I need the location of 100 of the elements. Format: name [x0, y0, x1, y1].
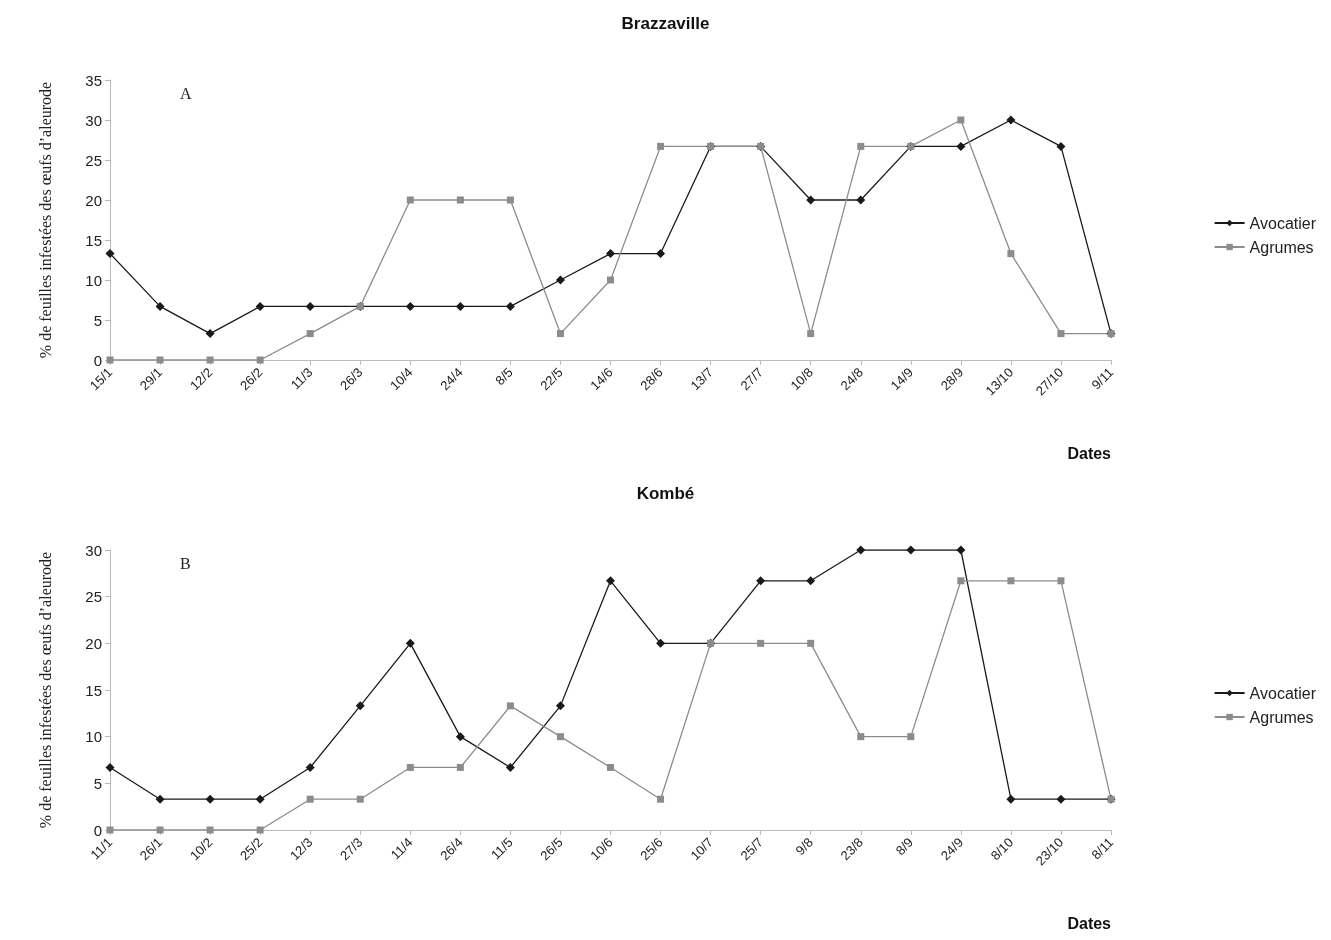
x-tick-label: 12/3	[287, 834, 316, 864]
y-tick-label: 10	[85, 728, 102, 746]
point	[305, 762, 315, 772]
y-tick-label: 5	[93, 774, 102, 792]
point	[757, 639, 765, 647]
point	[806, 195, 816, 205]
x-tick-label: 8/10	[987, 834, 1017, 864]
point	[756, 576, 766, 586]
point	[105, 762, 115, 772]
point	[455, 732, 465, 742]
x-tick-label: 8/5	[492, 364, 516, 389]
point	[306, 795, 314, 803]
point	[607, 763, 614, 771]
x-axis-title: Dates	[1067, 444, 1112, 462]
x-tick-label: 26/1	[136, 834, 166, 864]
y-tick-label: 15	[85, 231, 102, 249]
x-tick-label: 10/8	[787, 364, 816, 394]
point	[807, 330, 815, 338]
point	[206, 356, 214, 364]
x-tick-label: 11/3	[287, 364, 316, 393]
point	[1057, 577, 1065, 585]
point	[656, 638, 666, 648]
point	[256, 826, 264, 834]
x-tick-label: 10/2	[186, 834, 216, 864]
y-tick-label: 25	[85, 151, 102, 169]
point	[356, 795, 364, 803]
point	[957, 116, 965, 124]
x-tick-label: 14/6	[587, 364, 616, 394]
x-tick-label: 9/8	[792, 834, 816, 859]
point	[205, 329, 215, 339]
point	[556, 330, 564, 338]
x-tick-label: 10/4	[387, 364, 416, 394]
point	[506, 702, 514, 710]
point	[156, 356, 164, 364]
annotation: A	[180, 84, 192, 102]
x-tick-label: 8/9	[892, 834, 917, 859]
point	[1057, 330, 1065, 338]
y-tick-label: 25	[85, 588, 102, 606]
point	[555, 275, 565, 285]
legend-label: Avocatier	[1249, 684, 1317, 702]
point	[405, 301, 415, 311]
point	[505, 762, 515, 772]
point	[1006, 115, 1016, 125]
point	[957, 577, 965, 585]
y-tick-label: 0	[93, 351, 102, 369]
chart-title: Kombé	[636, 484, 695, 503]
x-tick-label: 12/2	[186, 364, 216, 394]
x-tick-label: 29/1	[136, 364, 166, 394]
point	[155, 301, 165, 311]
point	[1056, 141, 1066, 151]
legend-label: Avocatier	[1249, 214, 1317, 232]
x-axis-title: Dates	[1067, 914, 1112, 932]
y-tick-label: 5	[93, 311, 102, 329]
y-tick-label: 15	[85, 681, 102, 699]
x-tick-label: 10/6	[587, 834, 616, 864]
y-tick-label: 30	[85, 541, 102, 559]
point	[406, 763, 414, 771]
legend-label: Agrumes	[1249, 238, 1314, 256]
point	[506, 196, 514, 204]
point	[306, 330, 314, 338]
point	[956, 141, 966, 151]
point	[657, 795, 665, 803]
y-tick-label: 20	[85, 634, 102, 652]
y-axis-title: % de feuilles infestées des œufs d’aleurode	[36, 551, 54, 829]
y-tick-label: 10	[85, 271, 102, 289]
annotation: B	[180, 554, 191, 572]
point	[1007, 577, 1015, 585]
point	[857, 142, 865, 150]
point	[255, 301, 265, 311]
point	[1006, 794, 1016, 804]
chart-title: Brazzaville	[621, 14, 710, 33]
point	[807, 639, 815, 647]
point	[1007, 250, 1015, 258]
y-tick-label: 35	[85, 71, 102, 89]
point	[105, 249, 115, 259]
y-tick-label: 30	[85, 111, 102, 129]
point	[606, 249, 615, 259]
x-tick-label: 14/9	[887, 364, 917, 394]
point	[656, 249, 666, 259]
point	[256, 356, 264, 364]
point	[657, 142, 665, 150]
point	[305, 301, 315, 311]
x-tick-label: 8/11	[1088, 834, 1117, 863]
point	[205, 794, 215, 804]
point	[607, 276, 614, 284]
legend-label: Agrumes	[1249, 708, 1314, 726]
point	[555, 701, 565, 711]
point	[456, 196, 464, 204]
point	[606, 576, 615, 586]
point	[505, 301, 515, 311]
point	[406, 196, 414, 204]
point	[206, 826, 214, 834]
point	[956, 545, 966, 555]
point	[456, 763, 464, 771]
point	[856, 545, 866, 555]
point	[255, 794, 265, 804]
y-axis-title: % de feuilles infestées des œufs d’aleurode	[36, 81, 54, 359]
x-tick-label: 9/11	[1088, 364, 1117, 393]
point	[1056, 794, 1066, 804]
point	[355, 701, 365, 711]
